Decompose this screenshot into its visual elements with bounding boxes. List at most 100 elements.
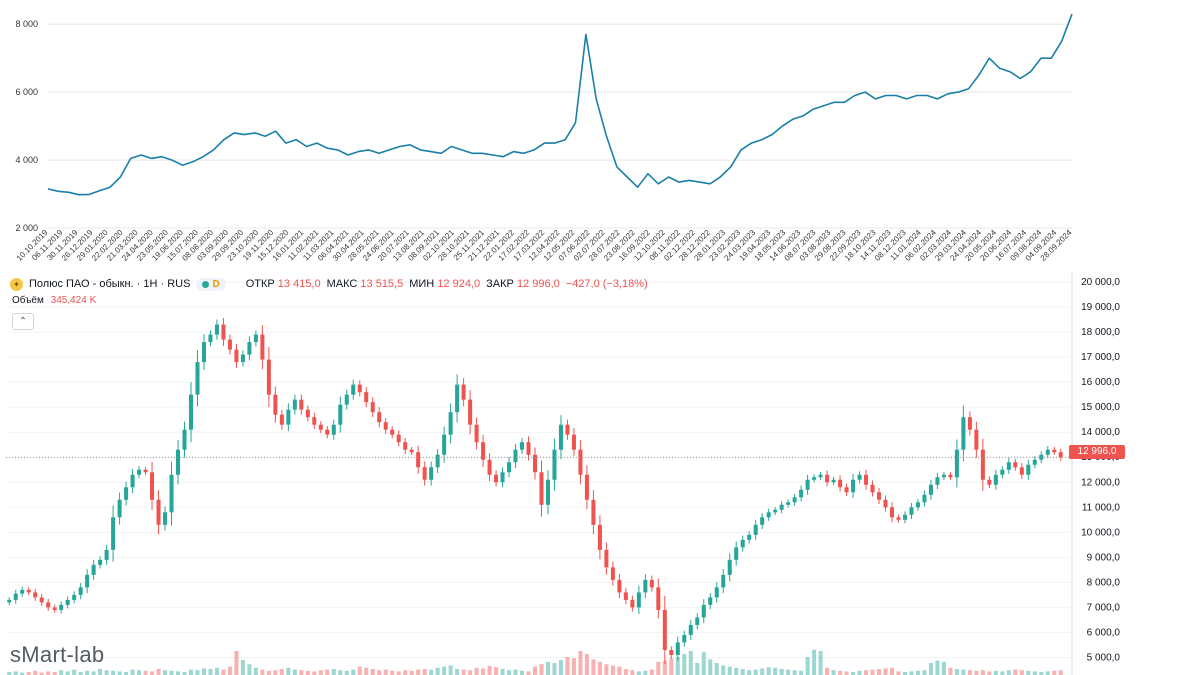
volume-bar [253, 667, 258, 675]
volume-bar [487, 666, 492, 675]
candle-body [532, 454, 538, 473]
candle-body [805, 479, 810, 490]
volume-bar [708, 659, 713, 675]
price-tick-label: 6 000,0 [1087, 627, 1121, 638]
volume-value: 345,424 K [50, 295, 97, 306]
volume-bar [571, 658, 576, 675]
volume-bar [747, 670, 752, 675]
candle-body [961, 417, 966, 450]
price-tick-label: 9 000,0 [1087, 552, 1121, 563]
candle-body [266, 359, 271, 395]
volume-bar [1032, 671, 1037, 675]
candle-body [610, 567, 615, 580]
volume-bar [688, 651, 693, 675]
candle-body [675, 642, 680, 655]
volume-bar [532, 666, 538, 675]
volume-bar [928, 663, 933, 675]
candle-body [539, 472, 544, 505]
market-status-pill[interactable]: D [196, 277, 226, 291]
volume-bar [175, 671, 181, 675]
candle-body [760, 517, 765, 525]
volume-bar [896, 671, 901, 675]
price-tick-label: 11 000,0 [1082, 502, 1121, 513]
candle-body [318, 424, 323, 430]
volume-bar [442, 666, 447, 675]
volume-bar [111, 670, 116, 675]
volume-bar [221, 669, 226, 675]
volume-legend: Объём 345,424 K [12, 295, 96, 306]
volume-bar [1026, 670, 1031, 675]
price-tick-label: 5 000,0 [1087, 652, 1121, 663]
volume-bar [877, 669, 882, 675]
candle-body [870, 484, 875, 493]
candle-body [727, 559, 732, 575]
data-delay-letter: D [212, 278, 220, 290]
candle-body [52, 607, 57, 610]
candle-body [208, 334, 213, 343]
volume-bar [1052, 670, 1057, 675]
candle-body [13, 593, 18, 600]
candle-body [721, 574, 726, 588]
candle-body [435, 454, 440, 468]
candle-body [922, 494, 927, 503]
volume-bar [695, 663, 700, 675]
volume-bar [214, 667, 219, 675]
volume-bar [500, 669, 505, 675]
chart-header: ✦ Полюс ПАО - обыкн. · 1H · RUS D ОТКР 1… [10, 276, 648, 292]
volume-bar [338, 670, 343, 675]
ohlc-low: МИН 12 924,0 [409, 278, 480, 290]
volume-bar [597, 661, 602, 675]
candle-body [792, 497, 797, 503]
volume-bar [649, 669, 654, 675]
price-tick-label: 16 000,0 [1081, 377, 1120, 388]
y-tick-label: 2 000 [15, 223, 38, 233]
volume-bar [474, 667, 479, 675]
volume-bar [656, 661, 661, 675]
volume-bar [156, 669, 161, 675]
volume-bar [831, 670, 836, 675]
candle-body [818, 474, 823, 478]
candle-body [234, 349, 239, 363]
candle-body [974, 429, 979, 450]
candle-body [377, 412, 382, 423]
price-tick-label: 17 000,0 [1081, 352, 1120, 363]
candle-body [98, 559, 103, 565]
volume-bar [773, 667, 778, 675]
volume-bar [812, 649, 817, 675]
volume-bar [403, 670, 408, 675]
close-label: ЗАКР [486, 278, 514, 290]
candle-body [1026, 464, 1031, 475]
candle-body [915, 502, 920, 508]
volume-bar [46, 671, 51, 675]
candle-body [584, 474, 589, 500]
volume-bar [513, 669, 518, 675]
volume-bar [273, 670, 278, 675]
volume-bar [33, 670, 38, 675]
candle-body [604, 549, 609, 568]
candle-body [636, 592, 641, 608]
price-tick-label: 12 000,0 [1081, 477, 1120, 488]
candle-body [825, 474, 830, 483]
volume-bar [286, 667, 291, 675]
collapse-legend-button[interactable]: ⌃ [12, 313, 34, 330]
candle-body [461, 384, 466, 400]
volume-bar [734, 667, 739, 675]
volume-bar [643, 670, 648, 675]
candle-body [33, 592, 38, 598]
price-line [47, 13, 1073, 196]
volume-bar [98, 669, 103, 675]
volume-bar [137, 670, 142, 675]
price-tick-label: 18 000,0 [1081, 327, 1120, 338]
candle-body [143, 469, 148, 473]
volume-bar [727, 666, 732, 675]
candle-body [526, 442, 531, 455]
candle-body [182, 429, 187, 450]
candle-body [474, 424, 479, 443]
volume-bar [935, 660, 940, 675]
candle-body [117, 499, 122, 518]
volume-bar [182, 672, 187, 675]
candle-body [1058, 452, 1063, 458]
candle-body [740, 539, 745, 548]
candle-body [708, 597, 713, 605]
volume-bar [117, 671, 122, 675]
